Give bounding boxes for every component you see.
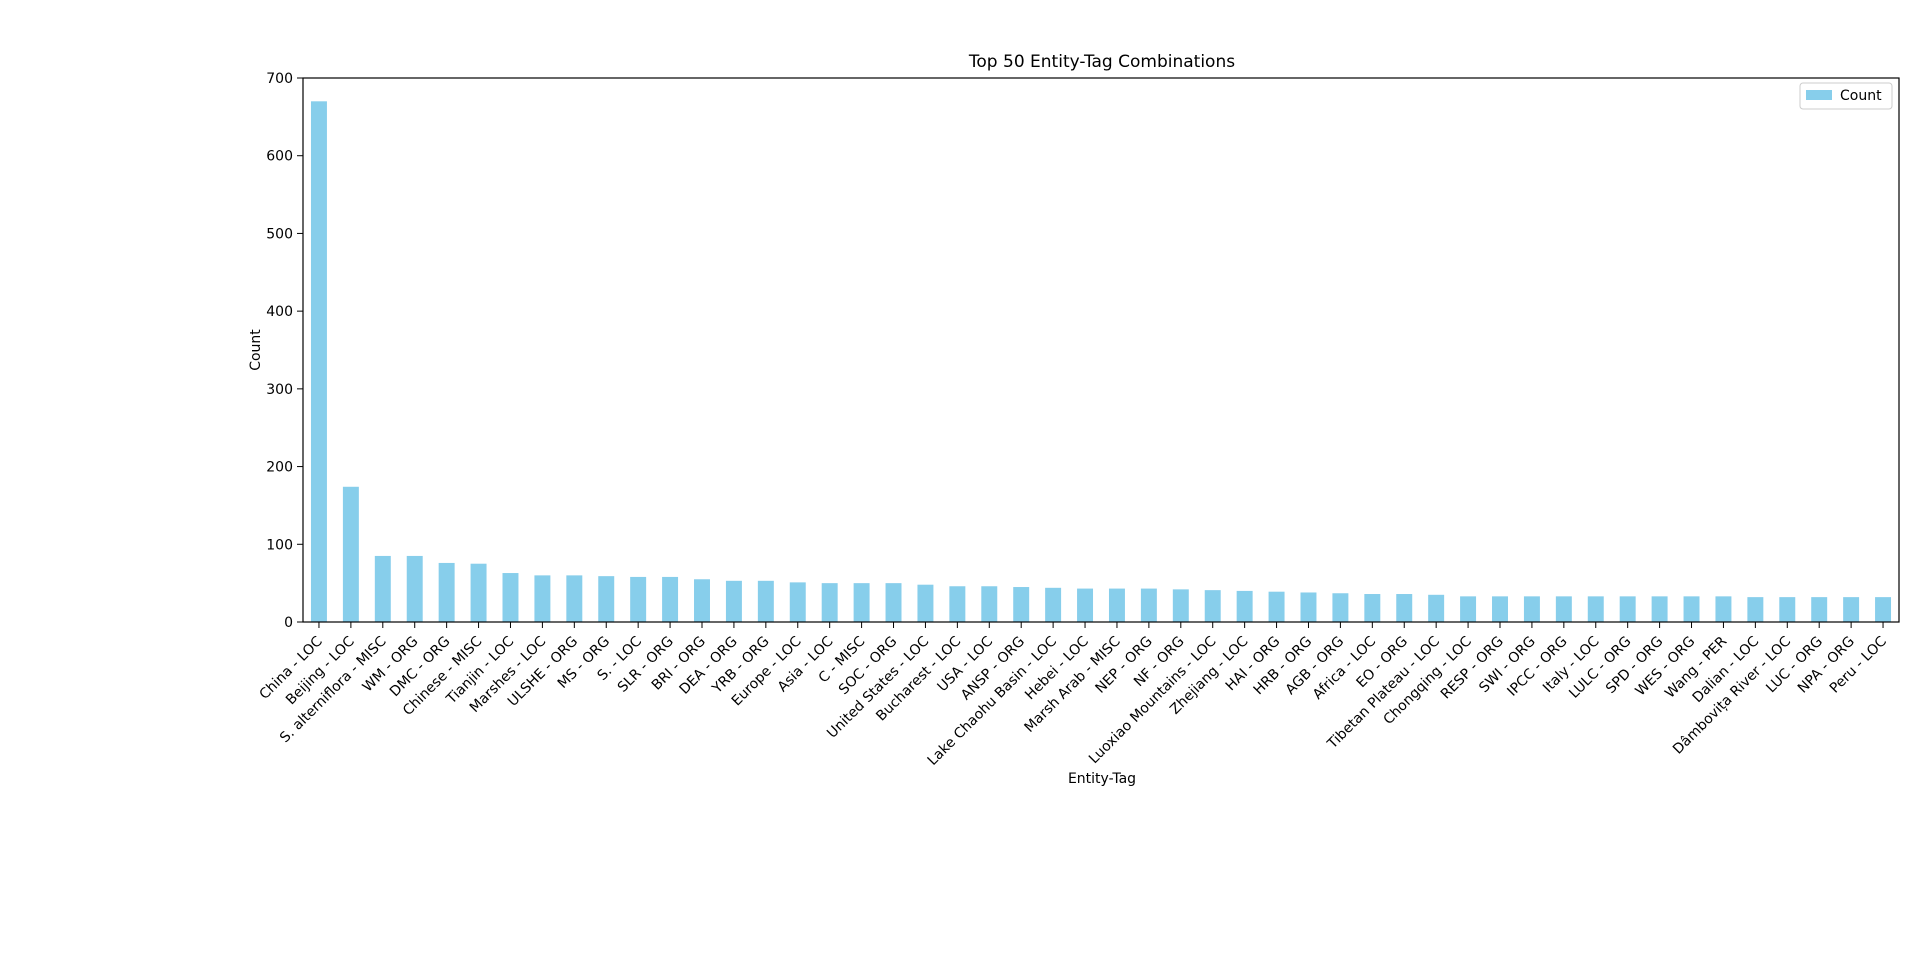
bar — [1045, 587, 1062, 622]
y-tick-label: 0 — [284, 615, 293, 631]
plot-area-frame — [302, 77, 1900, 623]
y-tick-label: 300 — [266, 382, 293, 398]
bar — [1555, 596, 1572, 622]
bar — [342, 486, 359, 622]
bar — [1364, 594, 1381, 622]
y-axis-title: Count — [248, 329, 264, 371]
y-tick-label: 400 — [266, 304, 293, 320]
bar — [789, 582, 806, 622]
y-axis: 0 100 200 300 400 500 600 700 — [266, 71, 303, 631]
y-tick-label: 100 — [266, 537, 293, 553]
bar — [534, 575, 551, 622]
bar — [1875, 597, 1892, 622]
bar — [374, 555, 391, 622]
bar — [1587, 596, 1604, 622]
bar — [598, 576, 615, 622]
bar — [1236, 590, 1253, 622]
bar — [1428, 594, 1445, 622]
bar — [853, 583, 870, 622]
y-tick-label: 500 — [266, 226, 293, 242]
x-axis-title: Entity-Tag — [1068, 771, 1136, 787]
bar — [1619, 596, 1636, 622]
bar — [1268, 591, 1285, 622]
legend: Count — [1799, 82, 1893, 110]
y-tick-label: 200 — [266, 460, 293, 476]
bar — [1140, 588, 1157, 622]
bar — [1204, 590, 1221, 622]
bar — [470, 563, 487, 622]
bar — [1108, 588, 1125, 622]
bar — [1747, 597, 1764, 622]
bar — [1811, 597, 1828, 622]
bar — [502, 573, 519, 622]
bar — [1460, 596, 1477, 622]
bar — [630, 576, 647, 622]
bar — [1332, 593, 1349, 622]
bar — [310, 101, 327, 622]
y-tick-label: 700 — [266, 71, 293, 87]
bar — [1843, 597, 1860, 622]
bar — [566, 575, 583, 622]
bar — [821, 583, 838, 622]
bar — [1172, 589, 1189, 622]
bars-layer — [310, 101, 1892, 622]
chart-title: Top 50 Entity-Tag Combinations — [968, 52, 1235, 72]
bar — [1779, 597, 1796, 622]
bar — [1300, 592, 1317, 622]
bar — [1013, 587, 1030, 622]
legend-swatch — [1806, 90, 1832, 100]
legend-box — [1799, 82, 1893, 110]
bar — [1077, 588, 1094, 622]
bar — [1683, 596, 1700, 622]
bar — [438, 562, 455, 622]
bar — [1715, 596, 1732, 622]
bar — [1651, 596, 1668, 622]
bar — [1492, 596, 1508, 622]
bar — [406, 555, 423, 622]
bar — [757, 580, 774, 622]
bar — [917, 584, 934, 622]
legend-label: Count — [1840, 88, 1882, 104]
bar — [949, 586, 966, 622]
bar — [725, 580, 742, 622]
bar — [981, 586, 998, 622]
y-tick-label: 600 — [266, 149, 293, 165]
bar — [885, 583, 902, 622]
bar — [694, 579, 710, 622]
bar — [1396, 594, 1413, 622]
bar — [1523, 596, 1540, 622]
bar — [662, 576, 679, 622]
